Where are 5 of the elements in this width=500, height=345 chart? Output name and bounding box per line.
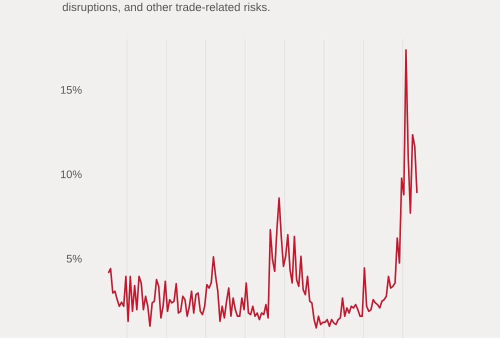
line-series xyxy=(108,49,418,329)
chart-subtitle: disruptions, and other trade-related risks. xyxy=(62,2,270,14)
y-tick-label: 10% xyxy=(60,170,82,178)
y-tick-label: 5% xyxy=(66,254,82,263)
y-tick-label: 15% xyxy=(60,86,82,94)
